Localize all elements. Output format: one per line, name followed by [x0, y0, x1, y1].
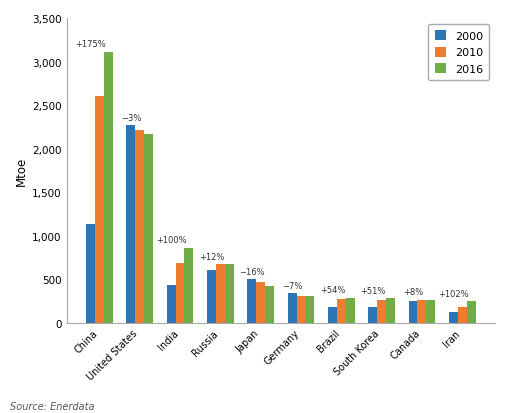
Bar	[426, 300, 434, 323]
Bar	[104, 53, 112, 323]
Bar	[126, 126, 135, 323]
Text: +54%: +54%	[319, 286, 345, 294]
Bar	[345, 298, 354, 323]
Bar	[215, 265, 224, 323]
Text: −3%: −3%	[121, 113, 141, 122]
Bar	[135, 131, 144, 323]
Bar	[408, 301, 417, 323]
Bar	[385, 299, 394, 323]
Text: +175%: +175%	[75, 40, 106, 49]
Bar	[327, 307, 336, 323]
Bar	[377, 300, 385, 323]
Bar	[466, 301, 474, 323]
Text: +8%: +8%	[402, 287, 422, 297]
Bar	[86, 225, 95, 323]
Bar	[175, 264, 184, 323]
Bar	[287, 293, 296, 323]
Text: −16%: −16%	[239, 267, 264, 276]
Y-axis label: Mtoe: Mtoe	[15, 157, 28, 185]
Text: +102%: +102%	[437, 289, 468, 298]
Bar	[296, 296, 305, 323]
Text: +100%: +100%	[156, 236, 186, 245]
Text: +51%: +51%	[359, 286, 385, 295]
Bar	[207, 271, 215, 323]
Bar	[417, 301, 426, 323]
Bar	[305, 296, 314, 323]
Text: −7%: −7%	[281, 281, 302, 290]
Bar	[184, 248, 193, 323]
Bar	[166, 285, 175, 323]
Bar	[457, 307, 466, 323]
Bar	[448, 313, 457, 323]
Bar	[144, 135, 153, 323]
Bar	[336, 299, 345, 323]
Bar	[95, 97, 104, 323]
Text: Source: Enerdata: Source: Enerdata	[10, 401, 95, 411]
Bar	[247, 280, 256, 323]
Bar	[367, 307, 377, 323]
Bar	[265, 286, 273, 323]
Text: +12%: +12%	[199, 252, 224, 261]
Legend: 2000, 2010, 2016: 2000, 2010, 2016	[427, 24, 489, 81]
Bar	[256, 282, 265, 323]
Bar	[224, 265, 233, 323]
